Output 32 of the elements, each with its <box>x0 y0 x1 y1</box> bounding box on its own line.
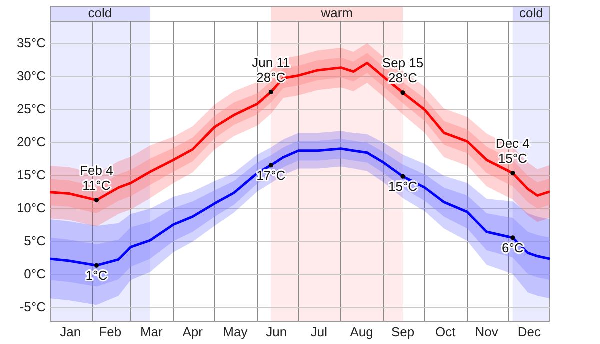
x-tick-label: Jun <box>266 324 288 340</box>
y-tick-label: 35°C <box>16 36 46 51</box>
x-tick-label: Dec <box>518 324 542 340</box>
x-tick-label: Sep <box>391 324 415 340</box>
x-tick-label: Jan <box>60 324 82 340</box>
x-tick-label: Apr <box>182 324 204 340</box>
x-tick-label: Feb <box>99 324 122 340</box>
y-tick-label: 0°C <box>24 266 46 282</box>
annotation: Dec 4 15°C <box>496 136 530 166</box>
x-tick-label: May <box>223 324 248 340</box>
annotation: 1°C <box>86 268 108 284</box>
y-tick-label: 30°C <box>16 68 46 84</box>
annotation: 6°C <box>502 240 524 256</box>
y-tick-label: 25°C <box>16 102 46 117</box>
x-tick-label: Aug <box>350 324 374 340</box>
x-tick-label: Mar <box>140 324 164 340</box>
y-tick-label: 15°C <box>16 168 46 183</box>
annotation: Feb 4 11°C <box>80 162 114 193</box>
annotation: 17°C <box>256 168 286 183</box>
annotation: Jun 11 28°C <box>252 54 290 85</box>
annotation: 15°C <box>388 179 418 194</box>
y-tick-label: 20°C <box>16 134 46 150</box>
x-tick-label: Nov <box>475 324 499 340</box>
annotation: Sep 15 28°C <box>382 55 424 86</box>
band-label: cold <box>88 6 112 21</box>
x-tick-label: Jul <box>310 324 328 340</box>
y-tick-label: 5°C <box>24 233 46 248</box>
y-tick-label: -5°C <box>20 299 46 314</box>
y-tick-label: 10°C <box>16 200 46 216</box>
band-label: warm <box>320 6 353 21</box>
x-tick-label: Oct <box>435 324 456 340</box>
band-label: cold <box>520 6 544 21</box>
